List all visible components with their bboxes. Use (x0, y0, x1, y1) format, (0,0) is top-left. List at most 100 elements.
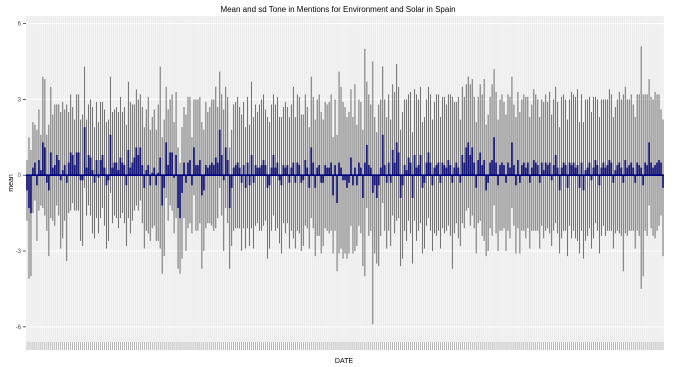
mean-bar (622, 175, 625, 183)
mean-bar (143, 175, 146, 188)
mean-bar (439, 175, 442, 183)
mean-bar (79, 175, 82, 181)
mean-bar (431, 175, 434, 186)
mean-bar (300, 175, 303, 183)
mean-bar (485, 175, 488, 191)
mean-bar (481, 165, 484, 176)
mean-bar (528, 175, 531, 183)
y-axis-label: mean (8, 174, 15, 192)
mean-bar (445, 167, 448, 176)
mean-bar (199, 160, 201, 176)
mean-bar (352, 175, 354, 186)
mean-bar (71, 154, 74, 176)
mean-bar (358, 162, 360, 176)
mean-bar (121, 162, 124, 176)
mean-bar (308, 175, 311, 188)
mean-bar (222, 175, 225, 181)
mean-bar (574, 167, 577, 176)
mean-bar (453, 167, 456, 176)
mean-bar (340, 167, 342, 176)
mean-bar (304, 160, 307, 176)
mean-bar (175, 154, 177, 176)
mean-bar (600, 167, 603, 176)
mean-bar (546, 165, 549, 176)
mean-bar (405, 170, 408, 176)
mean-bar (51, 167, 54, 176)
mean-bar (385, 175, 388, 183)
mean-bar (648, 142, 650, 176)
mean-bar (383, 165, 386, 176)
mean-bar (354, 167, 356, 176)
mean-bar (212, 165, 215, 176)
mean-bar (107, 175, 110, 181)
mean-bar (550, 175, 553, 181)
mean-bar (30, 175, 32, 214)
mean-bar (590, 175, 593, 181)
mean-bar (248, 175, 251, 186)
mean-bar (586, 167, 589, 176)
mean-bar (185, 175, 187, 183)
mean-bar (306, 167, 309, 176)
mean-bar (570, 165, 573, 176)
mean-bar (363, 162, 366, 176)
mean-bar (544, 162, 547, 176)
mean-bar (519, 175, 521, 183)
mean-bar (326, 167, 329, 176)
mean-bar (652, 167, 654, 176)
mean-bar (244, 175, 247, 188)
mean-bar (435, 165, 438, 176)
mean-bar (361, 175, 364, 198)
mean-bar (324, 165, 327, 176)
mean-bar (41, 142, 44, 176)
mean-bar (165, 142, 168, 176)
mean-bar (626, 167, 629, 176)
mean-bar (391, 149, 394, 176)
mean-bar (197, 165, 199, 176)
mean-bar (429, 162, 432, 176)
mean-bar (246, 162, 249, 176)
mean-bar (93, 175, 96, 183)
mean-bar (503, 165, 505, 176)
mean-bar (493, 137, 495, 176)
mean-bar (584, 170, 587, 176)
mean-bar (109, 134, 112, 176)
mean-bar (413, 154, 416, 176)
mean-bar (216, 162, 219, 176)
mean-bar (139, 147, 142, 176)
mean-bar (578, 175, 581, 188)
mean-bar (598, 175, 601, 186)
mean-bar (552, 165, 555, 176)
mean-bar (69, 152, 72, 176)
mean-bar (173, 175, 175, 178)
mean-bar (77, 152, 80, 176)
mean-bar (208, 165, 211, 176)
mean-bar (610, 162, 613, 176)
mean-bar (81, 175, 84, 181)
mean-bar (202, 175, 205, 191)
mean-bar (507, 162, 509, 176)
mean-bar (403, 165, 406, 176)
mean-bar (540, 162, 543, 176)
mean-bar (179, 175, 181, 219)
mean-bar (298, 165, 301, 176)
mean-bar (45, 175, 48, 183)
x-axis-ticks (26, 342, 664, 350)
mean-bar (437, 162, 440, 176)
mean-bar (640, 167, 643, 176)
mean-bar (379, 167, 382, 176)
mean-bar (427, 152, 430, 176)
mean-bar (332, 175, 334, 196)
mean-bar (232, 167, 235, 176)
mean-bar (397, 152, 400, 176)
mean-bar (530, 167, 533, 176)
mean-bar (137, 154, 140, 176)
mean-bar (135, 147, 138, 176)
mean-bar (441, 162, 444, 176)
mean-bar (471, 147, 474, 176)
mean-bar (314, 175, 317, 188)
mean-bar (369, 167, 372, 176)
mean-bar (459, 175, 462, 183)
mean-bar (509, 167, 511, 176)
mean-bar (505, 175, 507, 183)
